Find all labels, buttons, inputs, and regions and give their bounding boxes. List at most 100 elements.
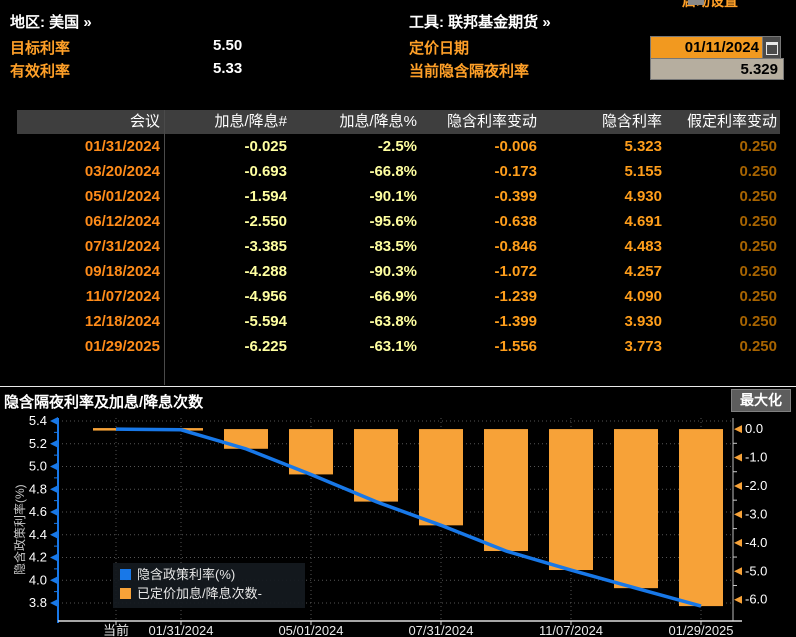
cut-bar: [354, 429, 398, 502]
cut-bar: [484, 429, 528, 552]
table-row[interactable]: 01/31/2024 -0.025 -2.5% -0.006 5.323 0.250: [17, 134, 780, 159]
clipped-top-right-region: 启动设置: [682, 0, 794, 8]
region-more-icon[interactable]: »: [83, 14, 92, 31]
x-tick-label: 01/31/2024: [148, 623, 213, 637]
legend-label: 已定价加息/降息次数-: [137, 586, 262, 601]
table-cell: -4.288: [244, 263, 287, 280]
table-row[interactable]: 03/20/2024 -0.693 -66.8% -0.173 5.155 0.250: [17, 159, 780, 184]
table-cell: 0.250: [739, 288, 777, 305]
legend-label: 隐含政策利率(%): [137, 567, 235, 582]
table-cell: 4.930: [624, 188, 662, 205]
tool-more-icon[interactable]: »: [542, 14, 551, 31]
table-cell: 0.250: [739, 313, 777, 330]
table-cell: 07/31/2024: [84, 238, 160, 255]
effective-rate-value: 5.33: [213, 60, 243, 77]
table-row[interactable]: 12/18/2024 -5.594 -63.8% -1.399 3.930 0.250: [17, 309, 780, 334]
right-tick-arrow: [734, 538, 742, 547]
table-row[interactable]: 05/01/2024 -1.594 -90.1% -0.399 4.930 0.250: [17, 184, 780, 209]
right-tick-label: -3.0: [745, 506, 767, 521]
calendar-icon: [765, 41, 778, 55]
right-tick-arrow: [734, 510, 742, 519]
table-row[interactable]: 07/31/2024 -3.385 -83.5% -0.846 4.483 0.250: [17, 234, 780, 259]
table-cell: 01/31/2024: [84, 138, 160, 155]
left-tick-arrow: [50, 417, 58, 425]
column-header: 加息/降息#: [214, 113, 287, 130]
current-implied-value-field: 5.329: [650, 58, 784, 80]
right-tick-arrow: [734, 567, 742, 576]
table-cell: -90.3%: [369, 263, 417, 280]
table-cell: -66.8%: [369, 163, 417, 180]
legend-swatch: [120, 588, 131, 599]
table-cell: -0.399: [494, 188, 537, 205]
table-cell: 06/12/2024: [84, 213, 160, 230]
legend-box: [113, 563, 305, 608]
table-cell: -2.5%: [377, 138, 417, 155]
table-cell: -63.8%: [369, 313, 417, 330]
effective-rate-label: 有效利率: [10, 63, 71, 80]
table-cell: 0.250: [739, 138, 777, 155]
table-cell: -1.239: [494, 288, 537, 305]
table-row[interactable]: 01/29/2025 -6.225 -63.1% -1.556 3.773 0.250: [17, 334, 780, 359]
table-cell: 3.930: [624, 313, 662, 330]
table-cell: -6.225: [244, 338, 287, 355]
clipped-top-right-dash: [688, 0, 704, 5]
right-tick-label: 0.0: [745, 421, 763, 436]
implied-rate-line: [115, 427, 702, 608]
left-tick-arrow: [50, 439, 58, 448]
right-tick-label: -2.0: [745, 478, 767, 493]
chart-title: 隐含隔夜利率及加息/降息次数: [4, 394, 204, 411]
table-cell: -4.956: [244, 288, 287, 305]
pricing-date-input[interactable]: 01/11/2024: [650, 36, 764, 59]
table-cell: 0.250: [739, 263, 777, 280]
pricing-date-label: 定价日期: [409, 40, 470, 57]
table-row[interactable]: 06/12/2024 -2.550 -95.6% -0.638 4.691 0.250: [17, 209, 780, 234]
column-header: 会议: [129, 113, 160, 130]
table-cell: -63.1%: [369, 338, 417, 355]
right-tick-arrow: [734, 453, 742, 462]
table-cell: 05/01/2024: [84, 188, 160, 205]
table-cell: -90.1%: [369, 188, 417, 205]
left-tick-label: 5.4: [29, 415, 47, 428]
meetings-table-body: 01/31/2024 -0.025 -2.5% -0.006 5.323 0.250 03/…: [17, 134, 780, 359]
table-cell: 5.155: [624, 163, 662, 180]
table-cell: -66.9%: [369, 288, 417, 305]
table-cell: -0.693: [244, 163, 287, 180]
section-separator: [0, 386, 796, 387]
table-cell: 09/18/2024: [84, 263, 160, 280]
tool-value: 联邦基金期货: [448, 14, 539, 31]
table-cell: 4.483: [624, 238, 662, 255]
right-tick-arrow: [734, 481, 742, 490]
column-header: 隐含利率变动: [446, 113, 537, 130]
x-tick-label: 当前: [103, 623, 129, 637]
table-row[interactable]: 11/07/2024 -4.956 -66.9% -1.239 4.090 0.250: [17, 284, 780, 309]
right-tick-arrow: [734, 425, 742, 434]
right-tick-label: -4.0: [745, 535, 767, 550]
current-implied-label: 当前隐含隔夜利率: [409, 63, 530, 80]
table-cell: 01/29/2025: [84, 338, 160, 355]
table-cell: 4.257: [624, 263, 662, 280]
left-tick-arrow: [50, 508, 58, 516]
left-tick-label: 3.8: [29, 595, 47, 610]
left-tick-arrow: [50, 530, 58, 539]
table-cell: -1.556: [494, 338, 537, 355]
x-tick-label: 05/01/2024: [278, 623, 343, 637]
left-tick-label: 4.2: [29, 550, 47, 565]
tool-selector[interactable]: 工具: 联邦基金期货 »: [409, 11, 551, 32]
table-cell: -0.006: [494, 138, 537, 155]
left-tick-label: 4.0: [29, 572, 47, 587]
table-cell: 0.250: [739, 213, 777, 230]
table-row[interactable]: 09/18/2024 -4.288 -90.3% -1.072 4.257 0.250: [17, 259, 780, 284]
table-cell: 3.773: [624, 338, 662, 355]
left-tick-label: 4.6: [29, 504, 47, 519]
target-rate-label: 目标利率: [10, 40, 71, 57]
x-tick-label: 07/31/2024: [408, 623, 473, 637]
left-tick-label: 5.2: [29, 436, 47, 451]
right-tick-label: -1.0: [745, 450, 767, 465]
maximize-button[interactable]: 最大化: [731, 389, 791, 412]
region-selector[interactable]: 地区: 美国 »: [10, 11, 92, 32]
table-cell: -5.594: [244, 313, 287, 330]
table-cell: -1.399: [494, 313, 537, 330]
cut-bar: [419, 429, 463, 526]
calendar-button[interactable]: [762, 36, 781, 60]
table-cell: 4.090: [624, 288, 662, 305]
